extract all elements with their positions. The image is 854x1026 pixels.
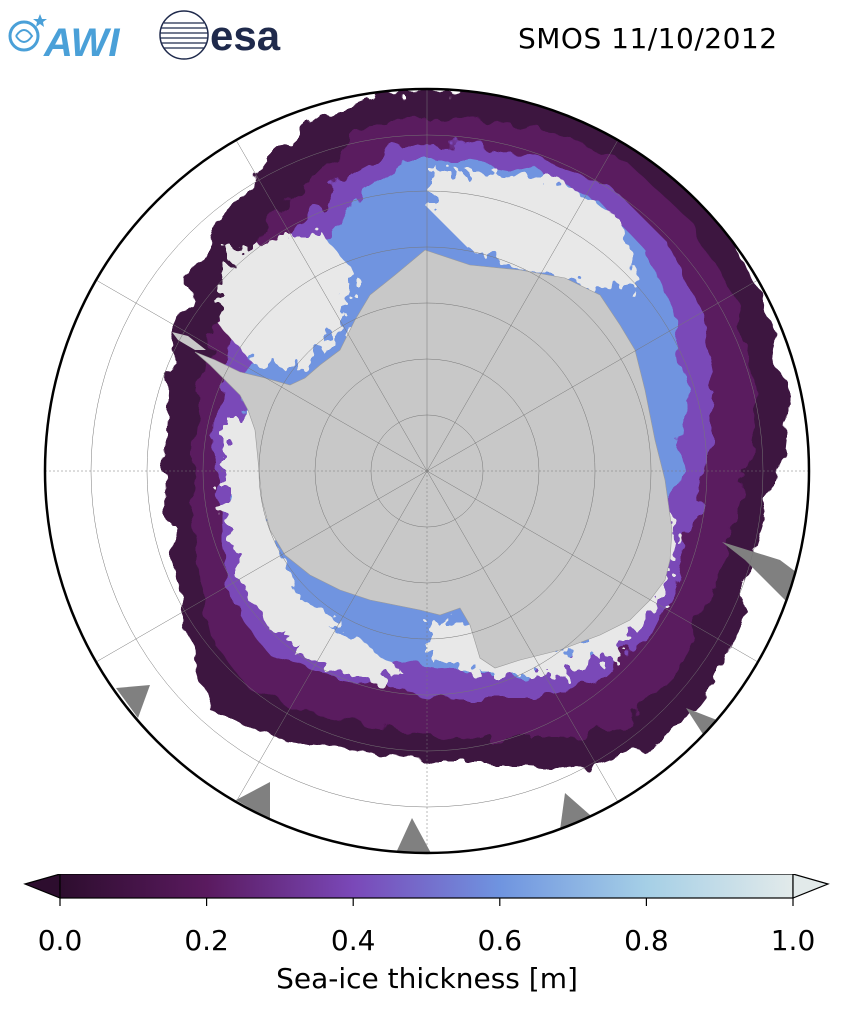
antarctica-landmass (172, 249, 673, 669)
esa-logo: esa (159, 10, 281, 60)
awi-logo: AWI (8, 14, 120, 62)
sea-ice-map (43, 87, 811, 855)
colorbar-gradient (59, 874, 794, 899)
colorbar (23, 874, 830, 906)
thick-ice-pack (215, 170, 675, 685)
colorbar-label: Sea-ice thickness [m] (276, 962, 578, 995)
colorbar-extend-max (792, 874, 830, 899)
meridians (45, 89, 809, 853)
awi-logo-text: AWI (43, 21, 120, 62)
colorbar-tick-label: 0.0 (37, 924, 83, 957)
map-boundary (43, 87, 811, 855)
esa-logo-text: esa (210, 12, 281, 59)
map-title: SMOS 11/10/2012 (518, 22, 778, 55)
colorbar-tick-label: 0.4 (330, 924, 376, 957)
colorbar-tick-label: 0.8 (624, 924, 669, 957)
colorbar-tick-label: 0.6 (477, 924, 523, 957)
colorbar-extend-min (23, 874, 61, 899)
colorbar-tick-label: 0.2 (184, 924, 229, 957)
colorbar-tick-label: 1.0 (770, 924, 816, 957)
